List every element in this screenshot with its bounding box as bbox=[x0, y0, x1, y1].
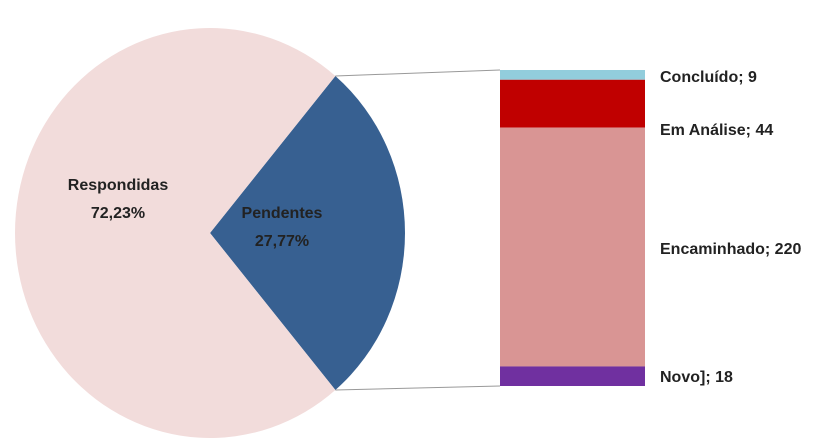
slice-label: Respondidas bbox=[68, 177, 169, 194]
pie-slice bbox=[14, 27, 336, 438]
bar-segment bbox=[500, 70, 645, 80]
bar-segment bbox=[500, 79, 645, 128]
bar-label: Concluído; 9 bbox=[660, 69, 757, 86]
bar-label: Encaminhado; 220 bbox=[660, 241, 801, 258]
bar-label: Em Análise; 44 bbox=[660, 122, 773, 139]
bar-segment bbox=[500, 366, 645, 386]
bar-segment bbox=[500, 127, 645, 367]
connector-line bbox=[335, 69, 501, 77]
slice-value-label: 27,77% bbox=[255, 233, 309, 250]
pie-slice bbox=[210, 75, 405, 391]
slice-value-label: 72,23% bbox=[91, 205, 145, 222]
slice-label: Pendentes bbox=[242, 205, 323, 222]
bar-label: Novo]; 18 bbox=[660, 369, 733, 386]
connector-line bbox=[335, 385, 501, 391]
